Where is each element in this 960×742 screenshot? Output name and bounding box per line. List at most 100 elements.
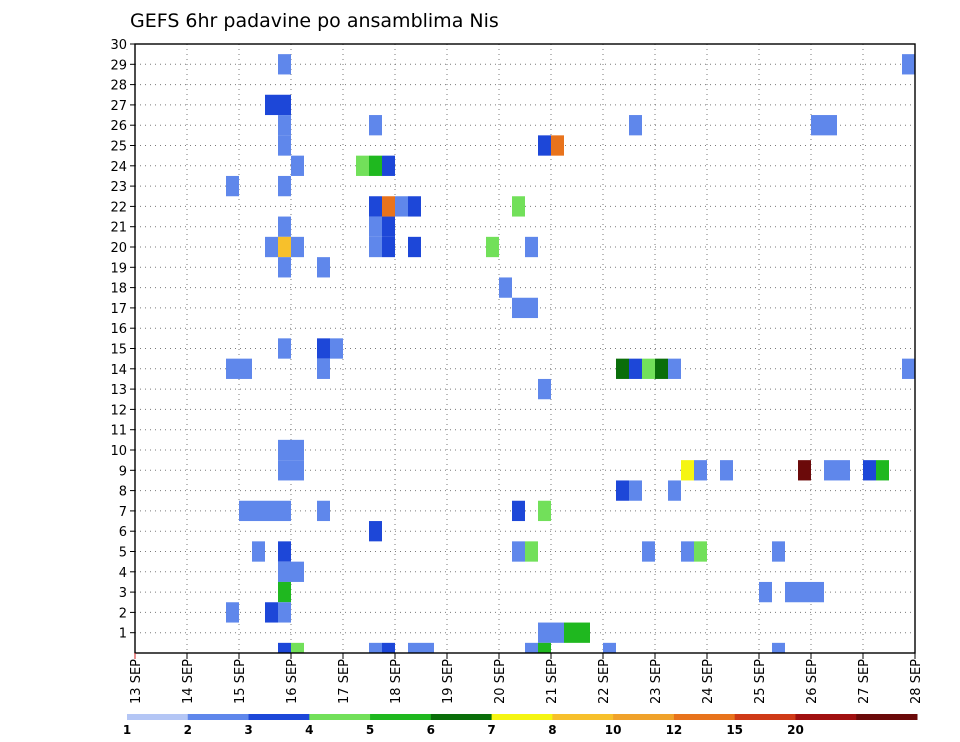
precip-cell (382, 216, 395, 237)
precip-cell (265, 236, 278, 258)
precip-cell (616, 480, 629, 501)
y-tick-label: 25 (110, 140, 127, 155)
x-tick-label: 24 SEP (701, 659, 716, 704)
precip-cell (226, 358, 239, 379)
precip-cell (252, 541, 265, 562)
precip-cell (278, 561, 291, 582)
precip-cell (291, 561, 304, 582)
colorbar-label: 3 (244, 723, 252, 737)
y-tick-labels: 1234567891011121314151617181920212223242… (110, 38, 135, 642)
y-tick-label: 8 (119, 485, 127, 500)
precip-cell (382, 155, 395, 176)
precip-cell (538, 135, 551, 156)
x-tick-label: 18 SEP (389, 659, 404, 704)
precip-cell (720, 460, 733, 481)
precip-cell (668, 358, 681, 379)
precip-cell (317, 500, 330, 522)
x-tick-label: 26 SEP (805, 659, 820, 704)
precip-cell (239, 500, 252, 522)
precip-cell (278, 94, 291, 116)
precip-cell (642, 358, 655, 379)
precip-cell (317, 257, 330, 278)
precip-cell (551, 622, 564, 643)
precip-cell (772, 642, 785, 653)
y-tick-label: 26 (110, 119, 127, 134)
precip-cell (369, 155, 382, 176)
y-tick-label: 29 (110, 58, 127, 73)
x-tick-label: 16 SEP (285, 659, 300, 704)
precip-cell (902, 54, 915, 75)
precip-cell (512, 500, 525, 522)
precip-cell (278, 115, 291, 136)
colorbar-segment (187, 714, 250, 720)
precip-cell (525, 236, 538, 258)
precip-cell (226, 602, 239, 623)
precip-cell (798, 581, 811, 603)
colorbar-segment (491, 714, 553, 720)
colorbar: 1 2 3 4 5 6 7 8 10 12 15 20 (123, 714, 918, 737)
x-tick-label: 13 SEP (129, 659, 144, 704)
precip-cell (408, 642, 421, 653)
precip-cell (330, 338, 343, 359)
precip-cell (278, 460, 291, 481)
precip-cell (278, 54, 291, 75)
precip-cell (629, 480, 642, 501)
precip-cell (512, 541, 525, 562)
x-tick-label: 23 SEP (649, 659, 664, 704)
precip-cell (629, 115, 642, 136)
x-tick-label: 27 SEP (857, 659, 872, 704)
precip-cell (278, 338, 291, 359)
precip-cell (538, 642, 551, 653)
precip-cell (356, 155, 369, 176)
precip-cell (655, 358, 668, 379)
precip-cell (265, 602, 278, 623)
y-tick-label: 2 (119, 606, 127, 621)
y-tick-label: 9 (119, 464, 127, 479)
precip-cell (525, 642, 538, 653)
precip-cell (369, 521, 382, 542)
precip-cell (642, 541, 655, 562)
precip-cell (278, 135, 291, 156)
precip-cell (824, 115, 837, 136)
precip-cell (499, 277, 512, 298)
colorbar-label: 15 (726, 723, 743, 737)
precip-cell (811, 115, 824, 136)
colorbar-label: 12 (666, 723, 683, 737)
x-tick-label: 17 SEP (337, 659, 352, 704)
precip-cell (629, 358, 642, 379)
precip-cell (278, 602, 291, 623)
precip-cell (278, 642, 291, 653)
precip-cell (837, 460, 850, 481)
precip-cell (694, 460, 707, 481)
y-tick-label: 6 (119, 525, 127, 540)
precip-cell (525, 541, 538, 562)
precip-cell (278, 216, 291, 237)
precip-cell (252, 500, 265, 522)
precip-cell (369, 196, 382, 217)
precip-cell (226, 175, 239, 197)
y-tick-label: 13 (110, 383, 127, 398)
chart-title: GEFS 6hr padavine po ansamblima Nis (130, 10, 499, 32)
y-tick-label: 1 (119, 627, 127, 642)
precip-cell (317, 358, 330, 379)
precip-cell (798, 460, 811, 481)
x-tick-label: 14 SEP (181, 659, 196, 704)
colorbar-segment (430, 714, 493, 720)
precip-cell (512, 297, 525, 319)
y-tick-label: 4 (119, 566, 127, 581)
precip-cell (369, 115, 382, 136)
colorbar-label: 20 (787, 723, 804, 737)
colorbar-label: 7 (487, 723, 495, 737)
precip-cell (265, 500, 278, 522)
precip-cell (278, 236, 291, 258)
x-tick-label: 20 SEP (493, 659, 508, 704)
precip-cell (265, 94, 278, 116)
grid-lines (135, 44, 915, 653)
colorbar-segment (856, 714, 918, 720)
precip-cell (785, 581, 798, 603)
colorbar-segment (795, 714, 857, 720)
y-tick-label: 28 (110, 79, 127, 94)
precip-cell (512, 196, 525, 217)
